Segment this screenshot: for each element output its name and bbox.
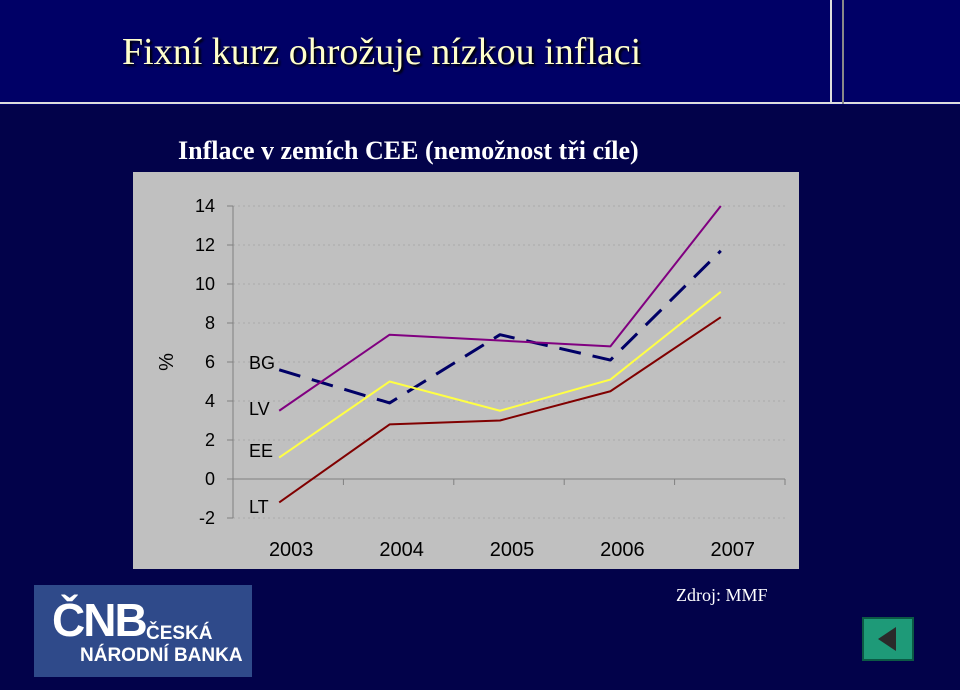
- slide-title: Fixní kurz ohrožuje nízkou inflaci: [122, 31, 642, 73]
- y-tick-label: 10: [195, 274, 215, 294]
- y-tick-label: 8: [205, 313, 215, 333]
- x-tick-label: 2005: [490, 539, 535, 561]
- series-line-bg: [278, 249, 722, 405]
- series-line-lt: [278, 316, 722, 504]
- series-line-ee: [278, 291, 722, 459]
- chart-area: 14 12 10 8 6 4 2 0 -2 2003 2004 2005 2006 2007% BG LV EE…: [133, 172, 799, 569]
- series-label-lv: LV: [249, 399, 270, 419]
- series-line-lv: [278, 205, 722, 412]
- x-tick-label: 2003: [269, 539, 314, 561]
- y-tick-label: 0: [205, 469, 215, 489]
- source-note: Zdroj: MMF: [676, 585, 768, 605]
- title-divider: [0, 102, 960, 104]
- y-tick-label: -2: [199, 508, 215, 528]
- title-divider-vertical: [830, 0, 832, 104]
- y-axis-label: %: [156, 353, 178, 371]
- x-tick-label: 2007: [711, 539, 756, 561]
- y-tick-label: 12: [195, 235, 215, 255]
- back-button[interactable]: [862, 617, 914, 661]
- cnb-logo-text-line2: NÁRODNÍ BANKA: [80, 645, 243, 666]
- chart-title: Inflace v zemích CEE (nemožnost tři cíle…: [178, 136, 639, 165]
- y-tick-label: 4: [205, 391, 215, 411]
- series-label-ee: EE: [249, 441, 273, 461]
- back-arrow-icon: [878, 627, 896, 651]
- inflation-line-chart: 14 12 10 8 6 4 2 0 -2 2003 2004 2005 2006 2007% BG LV EE…: [156, 196, 786, 561]
- cnb-logo: ČNB ČESKÁ NÁRODNÍ BANKA: [34, 585, 252, 677]
- y-tick-label: 6: [205, 352, 215, 372]
- cnb-logo-mark: ČNB: [52, 594, 148, 646]
- title-divider-vertical-shadow: [842, 0, 844, 104]
- y-tick-label: 14: [195, 196, 215, 216]
- y-tick-label: 2: [205, 430, 215, 450]
- series-label-bg: BG: [249, 353, 275, 373]
- x-tick-label: 2004: [379, 539, 424, 561]
- x-tick-label: 2006: [600, 539, 645, 561]
- title-bar: [0, 0, 960, 105]
- series-label-lt: LT: [249, 497, 269, 517]
- cnb-logo-text-line1: ČESKÁ: [146, 623, 213, 644]
